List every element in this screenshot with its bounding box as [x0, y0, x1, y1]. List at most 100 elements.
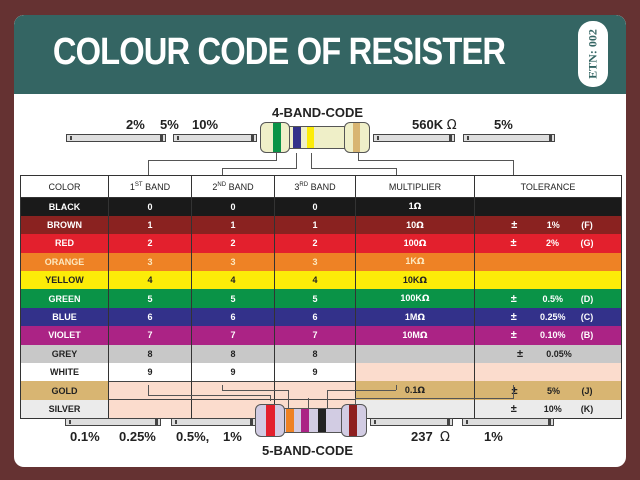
tolerance-cell: [474, 252, 622, 272]
table-row: GOLD 0.1Ω ±5% (J): [20, 380, 622, 401]
band2-cell: 9: [191, 363, 275, 382]
multiplier-cell: 1Ω: [355, 197, 475, 216]
tolerance-cell: ±0.10% (B): [474, 326, 622, 345]
band2-cell: 8: [191, 344, 275, 364]
lead-slot: [66, 134, 166, 142]
lead-slot: [463, 134, 555, 142]
four-band-label: 4-BAND-CODE: [272, 105, 363, 120]
band1-cell: 4: [108, 271, 192, 290]
band2-cell: 3: [191, 252, 275, 272]
header-multiplier: MULTIPLIER: [355, 175, 475, 198]
four-band-tol-10: 10%: [192, 117, 219, 132]
five-band-tol-0-1: 0.1%: [70, 429, 100, 444]
band-gold: [353, 123, 360, 152]
band1-cell: 2: [108, 234, 192, 253]
table-row: GREY 8 8 8 ±0.05%: [20, 344, 622, 364]
multiplier-cell: [355, 363, 475, 382]
header-tolerance: TOLERANCE: [474, 175, 622, 198]
color-name-cell: ORANGE: [20, 252, 109, 272]
five-band-label: 5-BAND-CODE: [262, 443, 353, 458]
four-band-resistor: [260, 122, 370, 153]
table-row: RED 2 2 2 100Ω ±2% (G): [20, 234, 622, 253]
four-band-value: 560K Ω: [412, 117, 457, 133]
band-yellow: [307, 127, 314, 148]
band1-cell: 8: [108, 344, 192, 364]
band1-cell: 7: [108, 326, 192, 345]
band-red: [266, 405, 275, 436]
color-name-cell: BLUE: [20, 307, 109, 327]
band2-cell: 7: [191, 326, 275, 345]
band3-cell: 0: [274, 197, 356, 216]
color-name-cell: GOLD: [20, 381, 109, 400]
four-band-tol-2: 2%: [126, 117, 145, 132]
header-band3: 3RD BAND: [274, 175, 356, 198]
header-band2: 2ND BAND: [191, 175, 275, 198]
band-brown: [349, 405, 357, 436]
band3-cell: 7: [274, 326, 356, 345]
color-name-cell: VIOLET: [20, 326, 109, 345]
band1-cell: 0: [108, 197, 192, 216]
badge-label: ETN: 002: [585, 29, 600, 79]
table-row: ORANGE 3 3 3 1KΩ: [20, 252, 622, 272]
table-row: WHITE 9 9 9: [20, 363, 622, 382]
tolerance-cell: ±10% (K): [474, 399, 622, 419]
band3-cell: 5: [274, 289, 356, 308]
band3-cell: 4: [274, 271, 356, 290]
tolerance-cell: [474, 363, 622, 382]
table-row: VIOLET 7 7 7 10MΩ ±0.10% (B): [20, 326, 622, 345]
color-name-cell: RED: [20, 234, 109, 253]
color-name-cell: GREEN: [20, 289, 109, 308]
empty-cell: [274, 380, 356, 401]
band2-cell: 2: [191, 234, 275, 253]
table-row: SILVER ±10% (K): [20, 399, 622, 419]
band3-cell: 6: [274, 307, 356, 327]
band-black: [318, 409, 326, 432]
band1-cell: 5: [108, 289, 192, 308]
color-name-cell: YELLOW: [20, 271, 109, 290]
empty-cell: [108, 399, 192, 419]
multiplier-cell: [355, 344, 475, 364]
four-band-tol-5: 5%: [160, 117, 179, 132]
five-band-tol-0-5: 0.5%,: [176, 429, 210, 444]
band2-cell: 0: [191, 197, 275, 216]
table-row: YELLOW 4 4 4 10KΩ: [20, 271, 622, 290]
color-name-cell: BLACK: [20, 197, 109, 216]
band3-cell: 8: [274, 344, 356, 364]
empty-cell: [108, 380, 192, 401]
lead-slot: [65, 418, 161, 426]
color-name-cell: BROWN: [20, 215, 109, 235]
tolerance-cell: ±1% (F): [474, 215, 622, 235]
band3-cell: 1: [274, 215, 356, 235]
header-band1: 1ST BAND: [108, 175, 192, 198]
poster-card: COLOUR CODE OF RESISTER ETN: 002 4-BAND-…: [14, 15, 626, 467]
lead-slot: [462, 418, 554, 426]
color-name-cell: GREY: [20, 344, 109, 364]
table-header: COLOR 1ST BAND 2ND BAND 3RD BAND MULTIPL…: [20, 175, 622, 198]
five-band-resistor: [255, 404, 367, 437]
band2-cell: 5: [191, 289, 275, 308]
multiplier-cell: 1MΩ: [355, 307, 475, 327]
band-blue: [293, 127, 301, 148]
five-band-tolerance: 1%: [484, 429, 503, 444]
band1-cell: 6: [108, 307, 192, 327]
lead-slot: [173, 134, 257, 142]
five-band-value: 237 Ω: [411, 429, 450, 445]
lead-slot: [370, 418, 453, 426]
band-violet: [301, 409, 309, 432]
multiplier-cell: 100Ω: [355, 234, 475, 253]
lead-slot: [171, 418, 256, 426]
band1-cell: 9: [108, 363, 192, 382]
multiplier-cell: [355, 399, 475, 419]
page-title: COLOUR CODE OF RESISTER: [52, 31, 506, 73]
color-code-table: COLOR 1ST BAND 2ND BAND 3RD BAND MULTIPL…: [20, 175, 622, 419]
tolerance-cell: [474, 271, 622, 290]
band2-cell: 1: [191, 215, 275, 235]
band1-cell: 3: [108, 252, 192, 272]
multiplier-cell: 10MΩ: [355, 326, 475, 345]
tolerance-cell: ±0.05%: [474, 344, 622, 364]
band3-cell: 9: [274, 363, 356, 382]
lead-slot: [373, 134, 455, 142]
band-orange: [286, 409, 294, 432]
tolerance-cell: ±0.5% (D): [474, 289, 622, 308]
four-band-tolerance: 5%: [494, 117, 513, 132]
